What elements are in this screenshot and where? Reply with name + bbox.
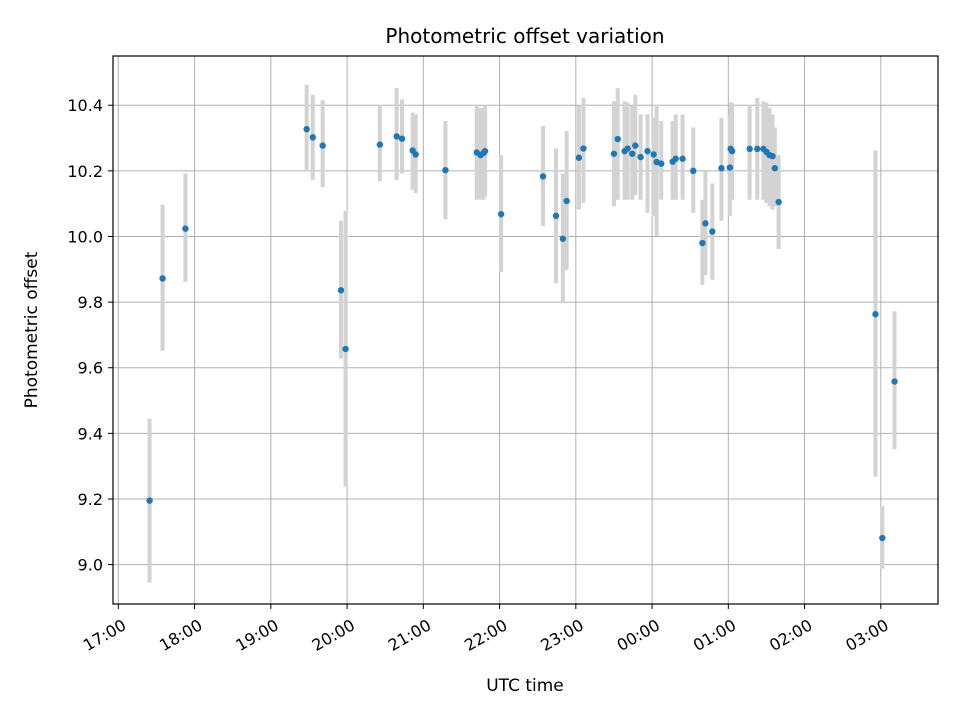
data-point: [552, 212, 560, 220]
data-point: [775, 198, 782, 206]
data-point: [632, 142, 639, 149]
data-point: [442, 166, 449, 174]
data-point: [614, 135, 621, 143]
data-point: [337, 287, 345, 294]
data-point: [309, 134, 316, 141]
data-point: [728, 147, 736, 155]
data-point: [726, 164, 734, 171]
data-point: [610, 150, 618, 157]
data-point: [559, 235, 567, 242]
data-point: [644, 147, 651, 155]
data-point: [398, 135, 406, 142]
x-axis-label: UTC time: [486, 676, 564, 696]
chart-title: Photometric offset variation: [385, 24, 664, 48]
data-point: [376, 141, 384, 148]
data-point: [690, 167, 697, 175]
data-point: [658, 160, 665, 167]
data-point: [754, 145, 761, 153]
data-point: [672, 155, 679, 162]
data-point: [637, 153, 644, 161]
data-point: [539, 173, 547, 180]
data-point: [709, 228, 716, 235]
data-point: [159, 275, 166, 282]
data-point: [624, 145, 631, 152]
plot-frame: [112, 55, 939, 605]
data-point: [303, 125, 310, 133]
data-point: [629, 150, 636, 157]
data-point: [769, 152, 776, 160]
y-axis-label: Photometric offset: [22, 251, 42, 408]
y-tick-label: 10.2: [67, 162, 103, 181]
y-tick-label: 10.0: [67, 227, 103, 246]
data-point: [319, 142, 326, 149]
y-tick-label: 9.0: [78, 556, 103, 575]
data-point: [771, 165, 779, 172]
data-point: [679, 155, 686, 162]
data-point: [575, 154, 583, 161]
data-point: [563, 197, 570, 205]
y-tick-label: 9.2: [78, 490, 103, 509]
data-point: [182, 225, 189, 232]
data-point: [481, 147, 489, 155]
data-point: [879, 534, 886, 542]
y-axis-ticks: 9.0 9.2 9.4 9.6 9.8 10.0 10.2 10.4: [67, 96, 113, 575]
data-point: [497, 210, 505, 218]
data-point: [746, 145, 753, 153]
data-point: [146, 497, 153, 504]
data-point: [891, 378, 898, 385]
data-point: [342, 345, 349, 353]
y-tick-label: 9.6: [78, 359, 103, 378]
y-tick-label: 9.4: [78, 424, 103, 443]
data-point: [393, 133, 400, 140]
data-points: [146, 125, 898, 542]
y-tick-label: 9.8: [78, 293, 103, 312]
data-point: [650, 151, 657, 158]
data-point: [718, 165, 725, 172]
data-point: [872, 311, 879, 318]
y-tick-label: 10.4: [67, 96, 103, 115]
data-point: [699, 239, 706, 247]
data-point: [702, 220, 709, 227]
data-point: [412, 151, 419, 158]
data-point: [580, 145, 587, 152]
